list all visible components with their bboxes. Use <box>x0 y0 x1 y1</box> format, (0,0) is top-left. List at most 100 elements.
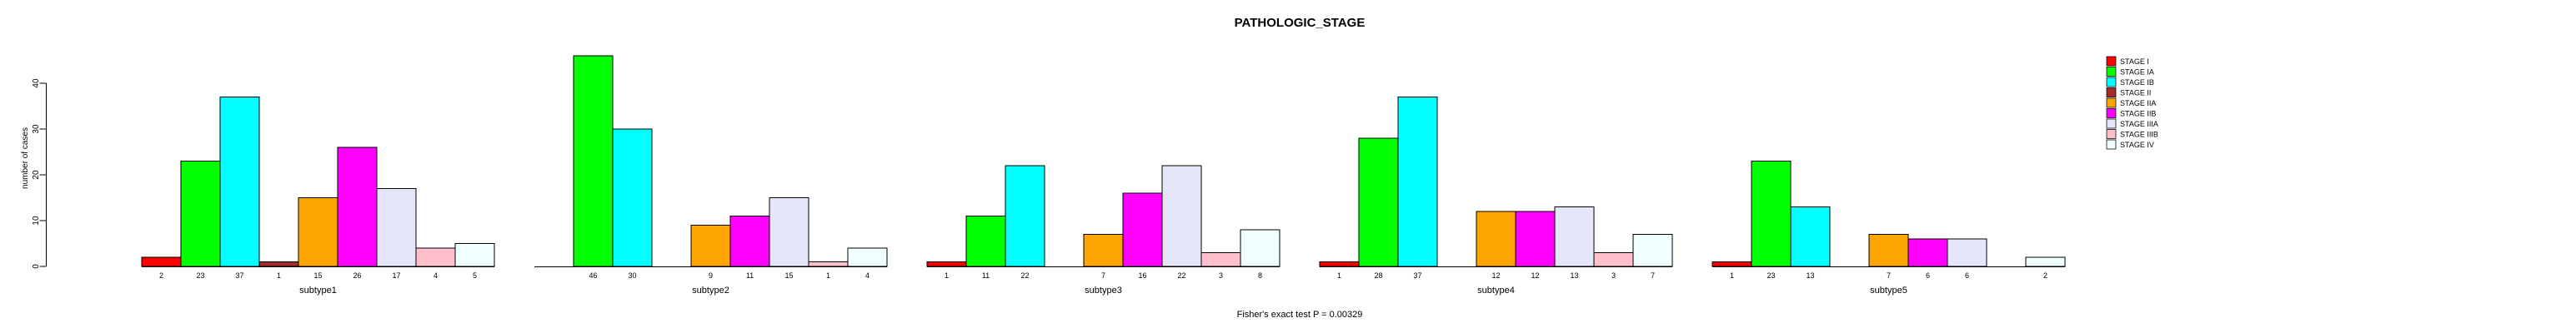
bar-stage-iia <box>1476 211 1516 267</box>
group-label: subtype4 <box>1477 286 1515 296</box>
bar-value-label: 1 <box>277 271 281 280</box>
bar-stage-ii <box>258 261 299 267</box>
bar-value-label: 12 <box>1491 271 1500 280</box>
bar-value-label: 7 <box>1651 271 1655 280</box>
bar-stage-iia <box>298 197 338 267</box>
bar-stage-iv <box>454 243 495 267</box>
bar-stage-ib <box>612 128 653 267</box>
legend-label: STAGE II <box>2120 89 2151 97</box>
bar-stage-ia <box>1751 161 1792 267</box>
bar-stage-iiib <box>1200 252 1241 267</box>
bar-stage-iv <box>1632 234 1673 267</box>
bar-stage-ib <box>219 97 260 267</box>
group-label: subtype2 <box>692 286 729 296</box>
y-tick-label: 30 <box>32 124 41 134</box>
legend-swatch <box>2106 129 2117 139</box>
bar-value-label: 12 <box>1531 271 1539 280</box>
legend-swatch <box>2106 87 2117 97</box>
bar-value-label: 26 <box>353 271 361 280</box>
bar-group-subtype5: 1 23 13 7 6 6 2 subtype5 <box>1711 161 2066 296</box>
bar-stage-ia <box>965 216 1006 267</box>
legend-swatch <box>2106 56 2117 67</box>
bar-stage-i <box>1711 261 1752 267</box>
bar-value-label: 30 <box>628 271 636 280</box>
bar-value-label: 17 <box>392 271 400 280</box>
bar-stage-iiia <box>1947 238 1987 267</box>
bar-value-label: 1 <box>1730 271 1734 280</box>
bar-stage-iia <box>690 225 731 267</box>
legend-label: STAGE IIIA <box>2120 120 2158 128</box>
bar-stage-iiia <box>1161 165 1202 267</box>
bar-value-label: 9 <box>709 271 713 280</box>
legend-label: STAGE IIA <box>2120 99 2156 107</box>
bar-stage-iiib <box>808 261 849 267</box>
bar-stage-iv <box>1240 229 1280 267</box>
legend-swatch <box>2106 67 2117 77</box>
bar-stage-i <box>926 261 967 267</box>
bar-value-label: 1 <box>1337 271 1341 280</box>
bar-value-label: 15 <box>784 271 793 280</box>
legend-label: STAGE IA <box>2120 68 2154 77</box>
bar-value-label: 3 <box>1219 271 1223 280</box>
bar-value-label: 11 <box>982 271 990 280</box>
bar-value-label: 1 <box>945 271 949 280</box>
legend-swatch <box>2106 77 2117 87</box>
bar-value-label: 3 <box>1611 271 1616 280</box>
y-axis-title: number of cases <box>21 127 30 189</box>
bar-stage-iib <box>1122 192 1163 267</box>
bar-value-label: 16 <box>1138 271 1146 280</box>
bar-value-label: 11 <box>746 271 754 280</box>
bar-value-label: 7 <box>1101 271 1105 280</box>
legend-swatch <box>2106 139 2117 150</box>
bar-value-label: 1 <box>826 271 830 280</box>
bar-stage-iv <box>2025 256 2066 267</box>
bar-stage-iib <box>729 216 770 267</box>
y-tick-label: 10 <box>32 216 41 226</box>
bar-stage-iiia <box>769 197 809 267</box>
bar-stage-iv <box>847 247 888 267</box>
bar-value-label: 23 <box>196 271 204 280</box>
bar-value-label: 4 <box>434 271 438 280</box>
bar-value-label: 13 <box>1806 271 1814 280</box>
bar-stage-iia <box>1083 234 1124 267</box>
legend-label: STAGE IV <box>2120 141 2154 149</box>
y-tick-label: 0 <box>32 264 41 269</box>
bar-value-label: 4 <box>865 271 870 280</box>
bar-value-label: 6 <box>1965 271 1969 280</box>
y-tick-label: 20 <box>32 170 41 180</box>
group-label: subtype5 <box>1870 286 1907 296</box>
bar-stage-iiia <box>376 188 417 267</box>
bar-value-label: 28 <box>1374 271 1382 280</box>
legend-label: STAGE IIB <box>2120 110 2156 118</box>
bar-value-label: 6 <box>1926 271 1930 280</box>
bar-value-label: 23 <box>1767 271 1775 280</box>
bar-stage-ia <box>1358 137 1399 267</box>
bar-value-label: 2 <box>159 271 163 280</box>
bar-group-subtype2: 46 30 9 11 15 1 4 subtype2 <box>534 55 888 296</box>
chart-title: PATHOLOGIC_STAGE <box>1235 16 1366 30</box>
bar-stage-ib <box>1790 206 1831 267</box>
legend-label: STAGE IB <box>2120 78 2154 87</box>
stat-test-caption: Fisher's exact test P = 0.00329 <box>1237 310 1363 320</box>
bar-stage-ib <box>1397 97 1438 267</box>
y-axis: 0 10 20 30 40 <box>32 78 47 269</box>
group-label: subtype1 <box>299 286 337 296</box>
bar-stage-iib <box>1907 238 1948 267</box>
bar-value-label: 5 <box>473 271 477 280</box>
bar-stage-iiib <box>1593 252 1634 267</box>
bar-stage-ia <box>573 55 614 267</box>
legend-swatch <box>2106 118 2117 129</box>
bar-value-label: 8 <box>1258 271 1262 280</box>
bar-stage-iib <box>337 147 378 267</box>
legend-swatch <box>2106 108 2117 118</box>
bar-stage-iib <box>1515 211 1556 267</box>
bar-stage-iia <box>1868 234 1909 267</box>
bar-value-label: 22 <box>1020 271 1029 280</box>
bar-stage-iiia <box>1554 206 1595 267</box>
bar-stage-i <box>1319 261 1360 267</box>
